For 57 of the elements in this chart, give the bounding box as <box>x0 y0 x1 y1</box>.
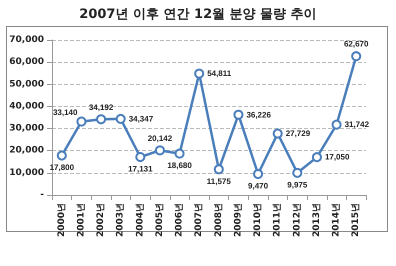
x-tick-label: 2008년 <box>214 202 224 238</box>
x-tick-label: 2005년 <box>154 202 165 238</box>
x-tick-label: 2006년 <box>174 202 185 238</box>
data-label: 9,470 <box>248 181 269 190</box>
data-label: 34,192 <box>88 102 114 112</box>
data-label: 62,670 <box>344 40 369 49</box>
data-label: 11,575 <box>206 176 232 186</box>
x-tick-label: 2011년 <box>272 202 283 238</box>
point <box>194 68 204 79</box>
point <box>154 145 165 156</box>
x-tick-label: 2007년 <box>194 202 204 238</box>
y-tick-label: 50,000 <box>9 79 44 90</box>
point <box>292 168 302 178</box>
data-label: 27,729 <box>286 129 311 138</box>
x-tick-label: 2003년 <box>116 202 126 238</box>
x-tick-label: 2015년 <box>351 202 362 238</box>
point <box>253 168 264 179</box>
data-label: 31,742 <box>344 120 370 130</box>
y-tick-label: 30,000 <box>9 124 44 134</box>
point <box>351 51 362 62</box>
point <box>116 114 126 124</box>
x-tick-label: 2012년 <box>292 202 302 238</box>
point <box>96 114 106 124</box>
y-tick-label: - <box>40 190 44 200</box>
x-tick-label: 2014년 <box>332 202 342 238</box>
data-label: 17,050 <box>324 152 350 162</box>
data-label: 17,131 <box>128 164 154 174</box>
y-tick-label: 20,000 <box>9 146 44 156</box>
data-label: 36,226 <box>246 110 272 120</box>
x-tick-label: 2002년 <box>96 202 106 238</box>
y-tick-label: 70,000 <box>9 35 44 45</box>
x-tick-label: 2000년 <box>56 202 67 238</box>
data-label: 34,347 <box>128 114 154 124</box>
point <box>312 152 322 162</box>
y-tick-label: 40,000 <box>9 101 44 112</box>
data-label: 54,811 <box>207 69 232 78</box>
x-tick-label: 2001년 <box>76 202 86 238</box>
y-tick-label: 60,000 <box>9 57 44 68</box>
point <box>135 152 146 162</box>
chart-title: 2007년 이후 연간 12월 분양 물량 추이 <box>79 7 317 22</box>
data-label: 17,800 <box>50 163 75 172</box>
point <box>76 116 86 127</box>
point <box>332 120 342 130</box>
y-tick-label: 10,000 <box>9 168 44 178</box>
point <box>56 150 67 161</box>
point <box>214 164 224 174</box>
point <box>272 128 283 139</box>
data-label: 18,680 <box>167 161 192 170</box>
data-label: 9,975 <box>287 180 308 190</box>
data-label: 33,140 <box>52 108 78 118</box>
x-tick-label: 2009년 <box>233 202 244 238</box>
data-label: 20,142 <box>148 134 173 143</box>
point <box>233 110 244 120</box>
point <box>174 148 185 159</box>
x-tick-label: 2010년 <box>253 202 264 238</box>
x-tick-label: 2004년 <box>135 202 146 238</box>
x-tick-label: 2013년 <box>312 202 322 238</box>
